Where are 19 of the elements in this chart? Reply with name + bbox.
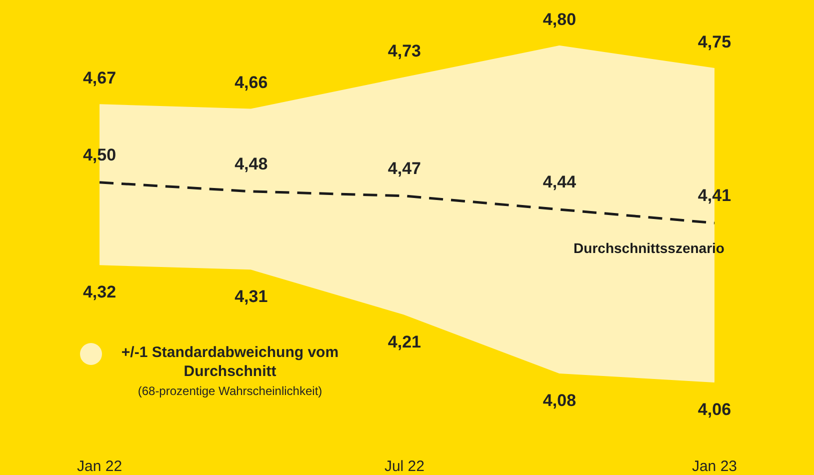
data-label: 4,80 [542,10,576,29]
data-label: 4,08 [542,390,576,410]
data-label: 4,67 [82,68,116,88]
x-tick-label: Jan 23 [692,458,738,475]
data-label: 4,47 [388,158,422,178]
data-label: 4,44 [542,172,577,192]
data-label: 4,41 [698,186,732,206]
x-tick-label: Jul 22 [384,458,424,475]
data-label: 4,66 [234,73,268,92]
data-label: 4,32 [82,282,116,302]
data-label: 4,75 [698,32,732,52]
x-tick-label: Jan 22 [76,458,122,475]
data-label: 4,31 [234,287,268,306]
data-label: 4,48 [234,154,268,174]
annotation: +/-1 Standardabweichung vom Durchschnitt [120,343,340,381]
text: (68-prozentige Wahrscheinlichkeit) [136,384,324,398]
data-label: 4,73 [388,42,422,61]
data-label: 4,21 [388,332,422,352]
data-label: 4,06 [698,400,732,419]
